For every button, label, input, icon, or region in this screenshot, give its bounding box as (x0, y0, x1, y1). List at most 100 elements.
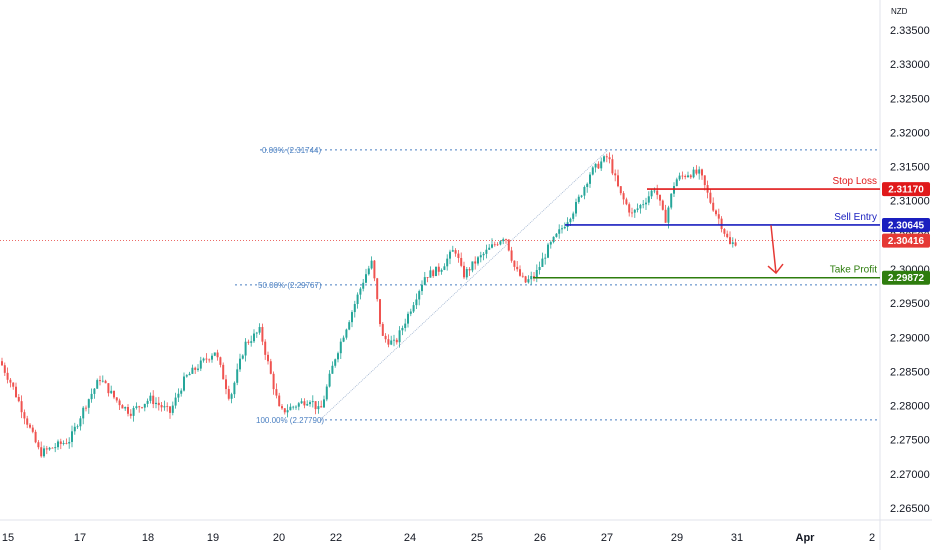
candle-body (177, 393, 180, 398)
candle-body (535, 269, 538, 278)
candle-body (275, 389, 278, 396)
price-tick-label: 2.33000 (890, 59, 930, 71)
candle-body (29, 424, 31, 428)
candle-body (286, 410, 289, 413)
candle-body (703, 175, 706, 186)
candle-body (418, 291, 421, 300)
price-tick-label: 2.29000 (890, 332, 930, 344)
candle-body (180, 390, 183, 394)
candle-body (440, 269, 443, 272)
time-axis[interactable]: 15 17 18 19 20 22 24 25 26 27 29 31 Apr 2 (2, 532, 875, 544)
candle-body (367, 268, 370, 275)
candle-body (356, 294, 359, 305)
candle-body (353, 304, 356, 313)
candle-body (40, 447, 43, 457)
time-tick-label: 20 (273, 532, 285, 544)
candle-body (561, 228, 563, 230)
candle-body (701, 169, 703, 176)
candle-body (227, 389, 230, 399)
candle-body (297, 403, 300, 407)
candle-body (143, 403, 146, 408)
candle-body (37, 442, 40, 448)
candle-body (412, 305, 415, 312)
candle-body (533, 276, 535, 278)
candle-body (54, 447, 57, 449)
candle-body (48, 447, 51, 450)
candle-body (197, 368, 199, 370)
candle-body (124, 407, 127, 409)
candle-body (345, 329, 348, 338)
candle-body (451, 250, 454, 252)
candle-body (519, 269, 521, 276)
sell-entry-label: Sell Entry (834, 212, 877, 223)
candle-body (429, 270, 432, 278)
candle-body (68, 441, 71, 444)
candle-body (675, 179, 678, 187)
candle-body (233, 382, 236, 395)
candle-body (415, 299, 418, 306)
candle-body (401, 327, 404, 331)
candle-body (328, 373, 331, 387)
candle-body (488, 247, 491, 250)
candle-body (625, 199, 628, 205)
fib-trend-line (319, 149, 609, 421)
candle-body (23, 412, 26, 419)
candle-body (157, 402, 160, 406)
time-tick-label: Apr (796, 532, 816, 544)
candle-body (87, 399, 90, 408)
candle-body (544, 257, 547, 259)
candle-body (656, 190, 659, 195)
candle-body (236, 369, 239, 383)
candle-body (191, 367, 194, 374)
time-tick-label: 22 (330, 532, 342, 544)
candle-body (398, 330, 401, 343)
candle-body (387, 339, 390, 345)
candle-body (409, 311, 412, 314)
candle-body (423, 277, 426, 285)
candle-body (51, 447, 54, 449)
candle-body (555, 233, 558, 237)
candle-body (337, 353, 339, 360)
candle-body (563, 226, 566, 229)
candle-body (530, 276, 533, 280)
candle-body (213, 352, 216, 356)
candle-body (118, 400, 121, 406)
price-tick-label: 2.26500 (890, 503, 930, 515)
candle-body (647, 196, 650, 203)
candle-body (667, 207, 670, 223)
candle-body (149, 395, 152, 401)
candle-body (715, 210, 717, 215)
candle-body (370, 260, 373, 269)
candle-body (421, 284, 423, 292)
fibonacci-retracement[interactable]: 0.00% (2.31744) 50.00% (2.29767) 100.00% (… (235, 146, 880, 425)
candle-body (269, 361, 272, 374)
candle-body (3, 365, 6, 373)
candle-body (255, 332, 258, 334)
candle-body (549, 242, 552, 245)
price-tick-label: 2.27000 (890, 469, 930, 481)
candle-body (331, 365, 334, 374)
candle-body (258, 327, 261, 333)
candle-body (261, 327, 264, 342)
price-axis[interactable]: 2.33500 2.33000 2.32500 2.32000 2.31500 2.310… (890, 25, 930, 515)
candle-body (264, 341, 267, 355)
price-tick-label: 2.29500 (890, 298, 930, 310)
candle-body (311, 401, 314, 403)
fib-level-label: 100.00% (2.27790) (256, 416, 324, 425)
candle-body (339, 341, 342, 354)
candle-body (510, 250, 513, 261)
candle-body (516, 266, 519, 270)
candle-body (1, 361, 3, 366)
candle-body (505, 239, 507, 241)
trade-levels[interactable]: Stop Loss 2.31170 Sell Entry 2.30645 Take Pr… (0, 176, 930, 285)
projection-arrow[interactable] (767, 225, 784, 275)
stop-loss-label: Stop Loss (833, 176, 877, 187)
candle-body (443, 266, 446, 270)
candle-body (390, 340, 393, 345)
fib-level-label: 50.00% (2.29767) (258, 281, 322, 290)
candle-body (76, 426, 79, 428)
candle-body (107, 383, 110, 394)
candle-body (82, 407, 85, 419)
candle-body (631, 212, 633, 214)
